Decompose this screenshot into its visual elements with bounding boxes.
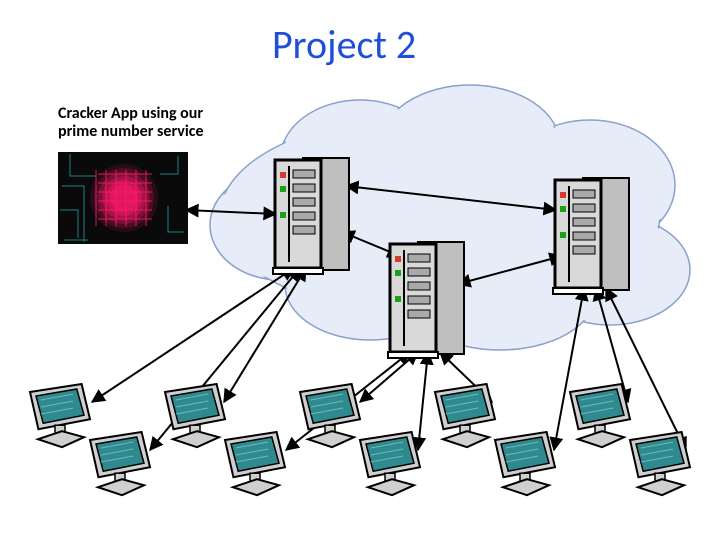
server-left <box>273 158 349 274</box>
arrow <box>360 352 418 402</box>
client-monitor <box>225 432 285 495</box>
diagram-stage: Project 2 Cracker App using our prime nu… <box>0 0 720 540</box>
client-monitor <box>300 384 360 447</box>
arrow <box>92 268 294 402</box>
client-monitor <box>630 432 690 495</box>
diagram-svg <box>0 0 720 540</box>
client-monitor <box>30 384 90 447</box>
arrow <box>418 352 428 450</box>
client-monitor <box>165 384 225 447</box>
client-monitor <box>90 432 150 495</box>
server-center <box>388 242 464 358</box>
server-right <box>553 178 629 294</box>
client-monitor <box>360 432 420 495</box>
client-monitor <box>570 384 630 447</box>
cracker-graphic <box>58 152 188 244</box>
client-monitor <box>435 384 495 447</box>
client-monitor <box>495 432 555 495</box>
